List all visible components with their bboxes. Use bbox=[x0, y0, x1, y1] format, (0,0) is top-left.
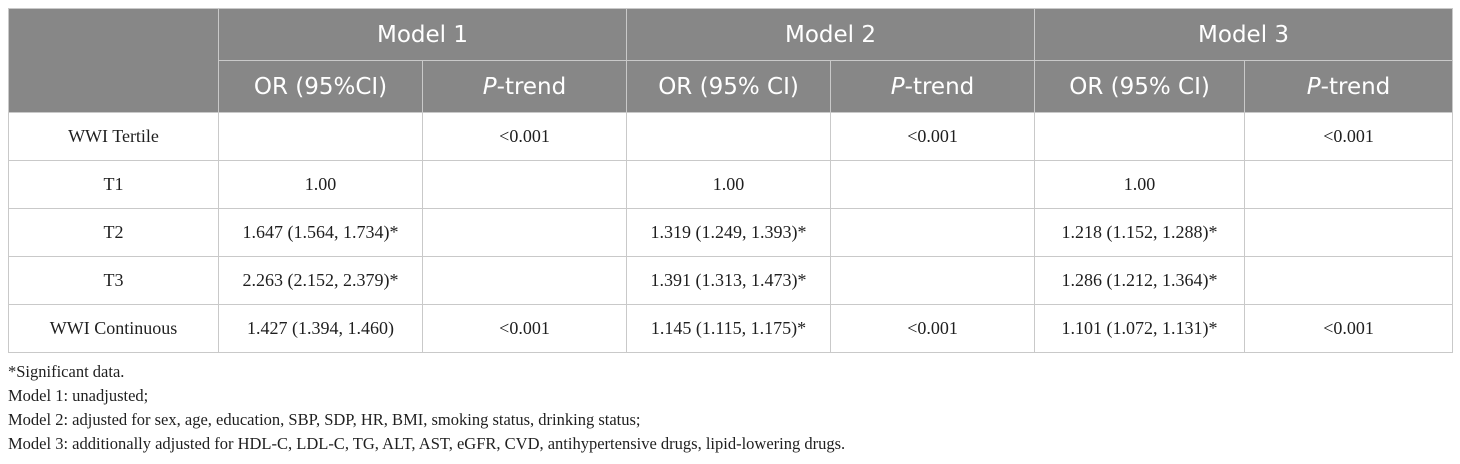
table-cell bbox=[421, 160, 628, 209]
table-cell bbox=[830, 208, 1036, 257]
table-cell bbox=[1034, 112, 1246, 161]
p-trend-suffix: -trend bbox=[1320, 73, 1391, 100]
table-cell: 1.218 (1.152, 1.288)* bbox=[1034, 208, 1246, 257]
table-cell: <0.001 bbox=[1244, 304, 1454, 353]
row-label: WWI Continuous bbox=[8, 304, 219, 353]
p-italic: P bbox=[890, 73, 905, 100]
table-cell: 1.00 bbox=[218, 160, 423, 209]
row-label: T1 bbox=[8, 160, 219, 209]
table-cell: <0.001 bbox=[421, 304, 628, 353]
subheader-p-trend-model-1: P-trend bbox=[421, 60, 628, 113]
footnote-model-1: Model 1: unadjusted; bbox=[8, 386, 149, 405]
results-table-container: Model 1 Model 2 Model 3 OR (95%CI) P-tre… bbox=[8, 8, 1454, 353]
table-cell: <0.001 bbox=[421, 112, 628, 161]
subheader-or-model-2: OR (95% CI) bbox=[626, 60, 832, 113]
header-model-1: Model 1 bbox=[217, 8, 628, 61]
table-cell: 1.101 (1.072, 1.131)* bbox=[1034, 304, 1246, 353]
table-cell bbox=[830, 256, 1036, 305]
header-model-2: Model 2 bbox=[626, 8, 1036, 61]
footnote-model-3: Model 3: additionally adjusted for HDL-C… bbox=[8, 434, 846, 453]
table-cell: 1.391 (1.313, 1.473)* bbox=[626, 256, 832, 305]
p-italic: P bbox=[482, 73, 497, 100]
table-footnotes: *Significant data. Model 1: unadjusted; … bbox=[8, 360, 1448, 456]
table-cell bbox=[421, 256, 628, 305]
table-row: WWI Continuous 1.427 (1.394, 1.460) <0.0… bbox=[8, 304, 1454, 353]
table-cell: 1.427 (1.394, 1.460) bbox=[218, 304, 423, 353]
header-corner-cell bbox=[8, 8, 219, 113]
row-label: T2 bbox=[8, 208, 219, 257]
footnote-significance: *Significant data. bbox=[8, 362, 125, 381]
table-row: WWI Tertile <0.001 <0.001 <0.001 bbox=[8, 112, 1454, 161]
table-cell bbox=[626, 112, 832, 161]
table-cell bbox=[218, 112, 423, 161]
header-row-subheaders: OR (95%CI) P-trend OR (95% CI) P-trend O… bbox=[9, 60, 1454, 113]
p-trend-suffix: -trend bbox=[904, 73, 975, 100]
table-cell bbox=[421, 208, 628, 257]
p-trend-suffix: -trend bbox=[496, 73, 567, 100]
table-cell: 1.286 (1.212, 1.364)* bbox=[1034, 256, 1246, 305]
table-cell: 1.145 (1.115, 1.175)* bbox=[626, 304, 832, 353]
odds-ratio-table: Model 1 Model 2 Model 3 OR (95%CI) P-tre… bbox=[8, 8, 1454, 353]
table-cell: <0.001 bbox=[830, 304, 1036, 353]
row-label: T3 bbox=[8, 256, 219, 305]
table-row: T1 1.00 1.00 1.00 bbox=[8, 160, 1454, 209]
subheader-p-trend-model-3: P-trend bbox=[1244, 60, 1454, 113]
subheader-p-trend-model-2: P-trend bbox=[830, 60, 1036, 113]
table-row: T2 1.647 (1.564, 1.734)* 1.319 (1.249, 1… bbox=[8, 208, 1454, 257]
p-italic: P bbox=[1306, 73, 1321, 100]
table-row: T3 2.263 (2.152, 2.379)* 1.391 (1.313, 1… bbox=[8, 256, 1454, 305]
subheader-or-model-1: OR (95%CI) bbox=[218, 60, 423, 113]
table-cell: 1.00 bbox=[1034, 160, 1246, 209]
table-cell bbox=[1244, 256, 1454, 305]
header-model-3: Model 3 bbox=[1034, 8, 1454, 61]
table-cell bbox=[1244, 160, 1454, 209]
table-cell: <0.001 bbox=[830, 112, 1036, 161]
table-cell bbox=[1244, 208, 1454, 257]
table-cell: 1.319 (1.249, 1.393)* bbox=[626, 208, 832, 257]
header-row-models: Model 1 Model 2 Model 3 bbox=[8, 8, 1454, 113]
footnote-model-2: Model 2: adjusted for sex, age, educatio… bbox=[8, 410, 641, 429]
subheader-or-model-3: OR (95% CI) bbox=[1034, 60, 1246, 113]
table-cell: 1.647 (1.564, 1.734)* bbox=[218, 208, 423, 257]
table-cell: 2.263 (2.152, 2.379)* bbox=[218, 256, 423, 305]
table-cell: 1.00 bbox=[626, 160, 832, 209]
table-cell bbox=[830, 160, 1036, 209]
row-label: WWI Tertile bbox=[8, 112, 219, 161]
table-cell: <0.001 bbox=[1244, 112, 1454, 161]
